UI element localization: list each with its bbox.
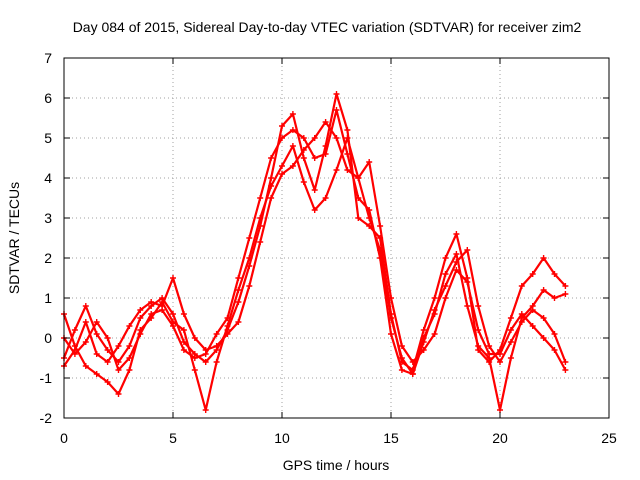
plus-markers [61, 107, 569, 413]
y-tick-label: 6 [44, 90, 52, 106]
plus-markers [61, 91, 569, 373]
x-tick-label: 15 [383, 430, 399, 446]
y-tick-label: 3 [44, 210, 52, 226]
y-tick-label: 4 [44, 170, 52, 186]
satellite-track-3 [61, 107, 569, 413]
satellite-track-2 [61, 91, 569, 373]
x-tick-label: 5 [169, 430, 177, 446]
x-tick-label: 10 [274, 430, 290, 446]
y-tick-label: 2 [44, 250, 52, 266]
y-tick-label: 0 [44, 330, 52, 346]
y-tick-label: 1 [44, 290, 52, 306]
y-tick-label: -1 [40, 370, 53, 386]
chart-title: Day 084 of 2015, Sidereal Day-to-day VTE… [73, 19, 582, 35]
data-series [61, 91, 569, 413]
x-axis-label: GPS time / hours [283, 457, 390, 473]
y-tick-label: -2 [40, 410, 53, 426]
y-axis-label: SDTVAR / TECUs [6, 182, 22, 294]
x-tick-label: 25 [601, 430, 617, 446]
y-tick-label: 7 [44, 50, 52, 66]
axis-ticks [63, 57, 610, 419]
tick-labels: 0 5 10 15 20 25 -2 -1 0 1 2 3 4 5 6 7 [40, 50, 617, 446]
y-tick-label: 5 [44, 130, 52, 146]
plot-frame [63, 57, 610, 419]
series-trace [62, 136, 567, 412]
x-tick-label: 20 [492, 430, 508, 446]
x-tick-label: 0 [60, 430, 68, 446]
